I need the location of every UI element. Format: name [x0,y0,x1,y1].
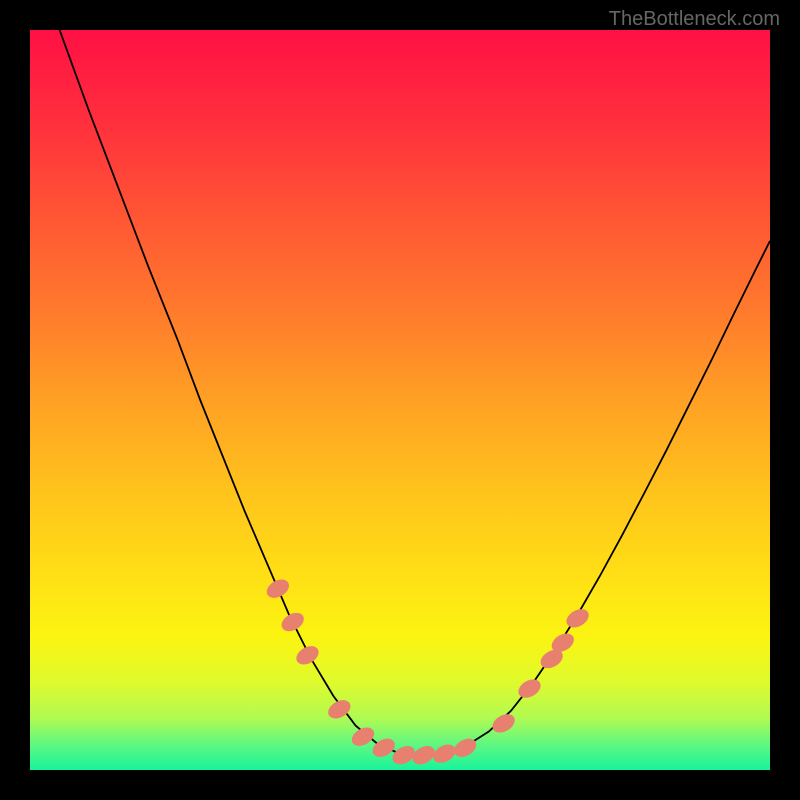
watermark-text: TheBottleneck.com [609,8,780,31]
chart-background [30,30,770,770]
chart-svg [30,30,770,770]
chart-area [30,30,770,770]
